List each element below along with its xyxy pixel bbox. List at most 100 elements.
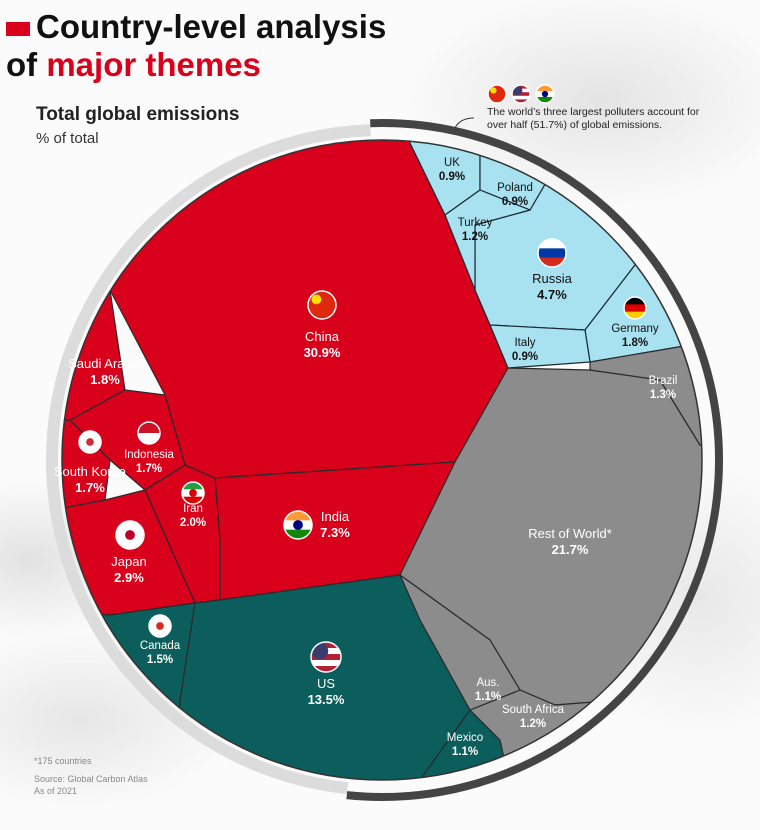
category-label: Aus. [476,677,500,689]
category-label: China [305,329,339,344]
category-label: South Africa [501,704,564,716]
value-label: 7.3% [320,525,350,540]
category-label: Japan [111,554,147,569]
category-label: Poland [497,182,533,194]
flag-border [148,614,172,638]
title-line: Country-level analysis [36,8,387,45]
flag-stripe [512,92,530,97]
cell-label: Indonesia 1.7% [104,448,194,476]
category-label: Iran [183,503,203,515]
cell-label: Poland 0.9% [470,181,560,209]
flag-stripe [308,291,336,319]
cell-label: India 7.3% [290,509,380,541]
flag-border [511,84,531,104]
cell-label: Japan 2.9% [84,554,174,586]
footnote: *175 countries [34,756,92,766]
cell-label: China 30.9% [277,329,367,361]
date: As of 2021 [34,786,78,796]
flag-border [307,290,337,320]
unit-label: % of total [36,130,99,147]
flag-stripe [538,239,566,249]
category-label: US [316,676,336,691]
flag-emblem [311,294,322,305]
flag-stripe [284,511,312,521]
value-label: 1.2% [461,231,489,243]
flag-emblem [293,520,303,530]
cell-label: Aus. 1.1% [443,676,533,704]
flag-stripe [311,642,341,649]
flag-border [537,238,567,268]
value-label: 0.9% [438,171,466,183]
flag-stripe [624,311,646,319]
flag [149,615,171,637]
value-label: 1.7% [135,463,163,475]
value-label: 1.8% [621,337,649,349]
cell-label: Saudi Arabia 1.8% [60,356,150,388]
cell-label: Germany 1.8% [590,322,680,350]
flag-stripe [512,99,530,103]
category-label: Rest of World* [528,526,612,541]
flag-stripe [284,529,312,539]
flag-border [623,296,647,320]
cell [399,574,521,711]
ring-dark [346,119,723,801]
flag-border [283,510,313,540]
cell-label: Italy 0.9% [480,336,570,364]
flag [536,85,554,103]
category-label: Italy [514,337,536,349]
flag-stripe [536,97,554,103]
flag [538,239,566,267]
outline [61,139,703,781]
footnotes: *175 countries Source: Global Carbon Atl… [34,755,148,797]
cell-label: US 13.5% [281,676,371,708]
flag [182,482,204,504]
category-label: Turkey [457,217,493,229]
flag-stripe [624,304,646,313]
flag-border [137,421,161,445]
flag-emblem [189,489,197,497]
value-label: 30.9% [303,345,341,360]
flag-stripe [311,654,341,661]
category-label: Mexico [446,732,484,744]
cell-label: Turkey 1.2% [430,216,520,244]
flag [79,431,101,453]
value-label: 21.7% [551,542,589,557]
cell-label: Canada 1.5% [115,639,205,667]
cell-label: Rest of World* 21.7% [525,526,615,558]
cell-label: UK 0.9% [407,156,497,184]
flag [116,521,144,549]
flag-emblem [490,87,497,94]
flag-border [310,641,342,673]
value-label: 1.8% [90,372,120,387]
flag-border [115,520,145,550]
source: Source: Global Carbon Atlas [34,774,148,784]
flag-stripe [311,666,341,672]
flag-border [487,84,507,104]
flag-emblem [86,438,94,446]
cell-label: Russia 4.7% [507,271,597,303]
flag-emblem [512,85,523,96]
value-label: 1.7% [75,480,105,495]
value-label: 2.9% [114,570,144,585]
value-label: 1.1% [474,691,502,703]
title-highlight: major themes [46,46,261,83]
value-label: 1.3% [649,389,677,401]
value-label: 13.5% [307,692,345,707]
category-label: UK [444,157,460,169]
title: Country-level analysis of major themes [6,8,386,84]
value-label: 1.1% [451,746,479,758]
cell-label: Mexico 1.1% [420,731,510,759]
flag-stripe [182,482,204,490]
flag [488,85,506,103]
flag [624,297,646,319]
flag-stripe [182,496,204,504]
flag-stripe [538,257,566,267]
value-label: 2.0% [179,517,207,529]
flag [138,422,160,444]
category-label: Brazil [648,375,678,387]
annotation: The world’s three largest polluters acco… [487,106,700,131]
flag-emblem [125,530,135,540]
flag-stripe [138,422,160,434]
